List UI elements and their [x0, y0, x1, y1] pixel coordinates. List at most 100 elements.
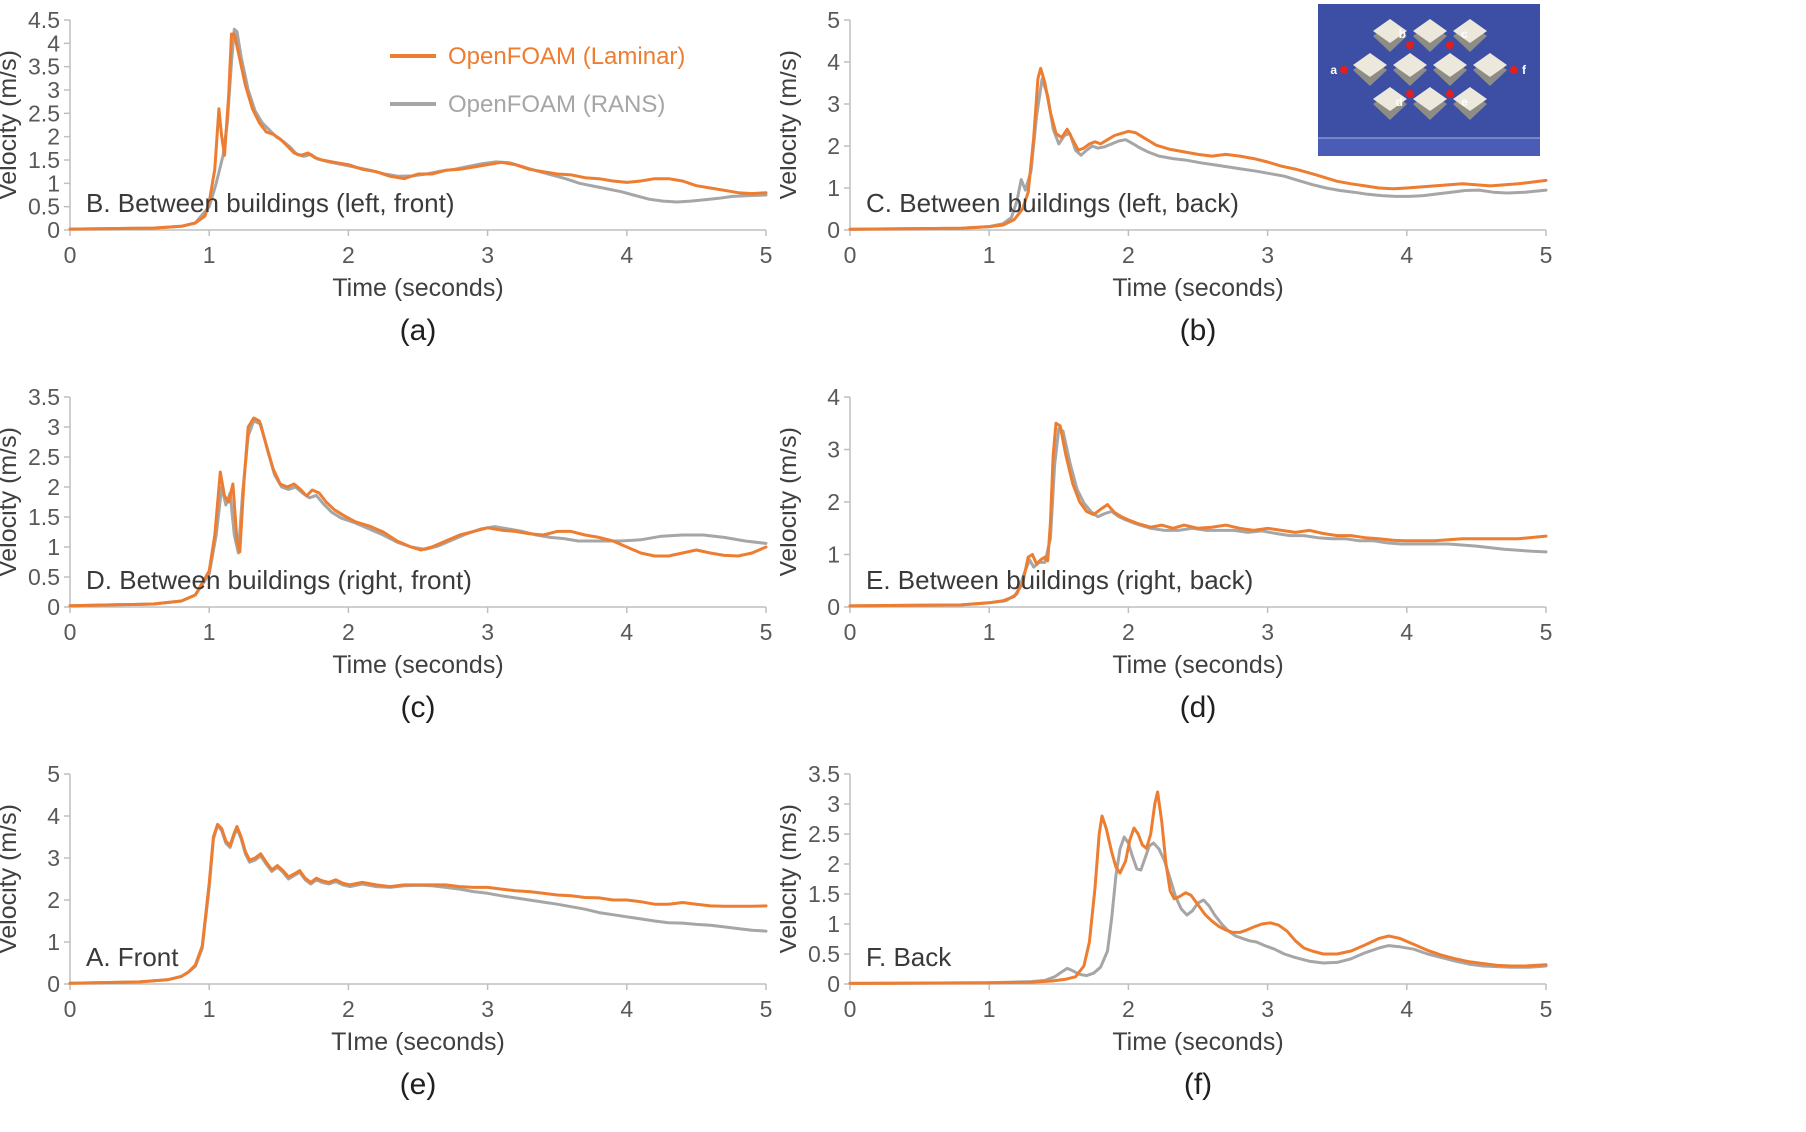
- x-tick-label: 1: [203, 996, 216, 1022]
- y-tick-label: 4: [47, 30, 60, 56]
- buildings-inset: a b c d e f: [1318, 4, 1540, 156]
- x-tick-label: 2: [342, 242, 355, 268]
- y-tick-label: 4: [827, 385, 840, 410]
- probe-dot-b: [1406, 41, 1414, 49]
- y-tick-label: 0: [47, 971, 60, 997]
- x-tick-label: 4: [1400, 242, 1413, 268]
- chart-d-host: 0 1 2 3 4 0 1 2 3 4 5 Time (seconds) Velocity (m/s) E…: [774, 384, 1556, 689]
- y-tick-label: 5: [827, 8, 840, 33]
- x-tick-label: 2: [342, 619, 355, 645]
- legend-label-rans: OpenFOAM (RANS): [448, 91, 665, 118]
- series-line-laminar: [68, 32, 768, 231]
- panel-c: 0 0.5 1 1.5 2 2.5 3 3.5 0 1 2 3 4 5 Time (seconds) Velo…: [0, 377, 780, 754]
- y-tick-label: 3.5: [28, 54, 60, 80]
- series-line-laminar: [68, 822, 768, 985]
- y-axis-title: Velocity (m/s): [0, 804, 22, 954]
- y-tick-label: 0.5: [808, 941, 840, 967]
- x-tick-label: 4: [1400, 996, 1413, 1022]
- chart-svg-e: 0 1 2 3 4 5 0 1 2 3 4 5 TIme (seconds) Velocity (m/s)…: [0, 761, 773, 1056]
- y-tick-label: 1.5: [28, 147, 60, 173]
- y-tick-label: 0: [47, 594, 60, 620]
- series-line-laminar: [68, 416, 768, 608]
- building-cubes: [1353, 19, 1507, 120]
- chart-b-host: 0 1 2 3 4 5 0 1 2 3 4 5 Time (seconds) Velocity (m/s)…: [774, 7, 1556, 312]
- y-tick-label: 2.5: [28, 100, 60, 126]
- y-tick-label: 1.5: [28, 504, 60, 530]
- chart-c-host: 0 0.5 1 1.5 2 2.5 3 3.5 0 1 2 3 4 5 Time (seconds) Velo…: [0, 384, 776, 689]
- x-tick-label: 5: [1540, 996, 1553, 1022]
- caption-b: (b): [1179, 314, 1217, 347]
- x-tick-label: 2: [342, 996, 355, 1022]
- y-tick-label: 2: [827, 489, 840, 515]
- x-axis-title: Time (seconds): [1112, 1028, 1283, 1056]
- y-tick-label: 2.5: [808, 821, 840, 847]
- x-tick-label: 4: [620, 242, 633, 268]
- y-tick-label: 1: [827, 542, 840, 568]
- x-axis-title: Time (seconds): [332, 651, 503, 679]
- x-tick-label: 3: [481, 242, 494, 268]
- x-tick-label: 1: [203, 242, 216, 268]
- x-tick-label: 1: [983, 619, 996, 645]
- y-tick-label: 2: [47, 124, 60, 150]
- panel-label-b: C. Between buildings (left, back): [866, 188, 1239, 218]
- x-tick-label: 1: [983, 242, 996, 268]
- x-tick-label: 3: [481, 619, 494, 645]
- probe-label-d: d: [1396, 95, 1403, 109]
- chart-svg-c: 0 0.5 1 1.5 2 2.5 3 3.5 0 1 2 3 4 5 Time (seconds) Velo…: [0, 384, 773, 679]
- y-tick-label: 3: [47, 77, 60, 103]
- panel-f: 0 0.5 1 1.5 2 2.5 3 3.5 0 1 2 3 4 5 Time (seconds) Velo…: [774, 754, 1556, 1131]
- x-tick-label: 1: [203, 619, 216, 645]
- probe-points: a b c d e f: [1330, 27, 1527, 109]
- probe-label-e: e: [1461, 95, 1468, 109]
- series-line-laminar: [848, 790, 1548, 985]
- y-tick-label: 3: [827, 791, 840, 817]
- caption-c: (c): [400, 691, 436, 724]
- chart-f-host: 0 0.5 1 1.5 2 2.5 3 3.5 0 1 2 3 4 5 Time (seconds) Velo…: [774, 761, 1556, 1066]
- x-tick-label: 0: [64, 619, 77, 645]
- legend-label-laminar: OpenFOAM (Laminar): [448, 43, 685, 70]
- caption-f: (f): [1183, 1068, 1213, 1101]
- series-line-laminar: [848, 66, 1548, 231]
- y-tick-label: 0.5: [28, 194, 60, 220]
- x-tick-label: 3: [1261, 996, 1274, 1022]
- caption-a: (a): [399, 314, 437, 347]
- y-tick-label: 2: [47, 474, 60, 500]
- y-tick-label: 2: [47, 887, 60, 913]
- y-tick-label: 0: [827, 217, 840, 243]
- panel-b: 0 1 2 3 4 5 0 1 2 3 4 5 Time (seconds) Velocity (m/s)…: [774, 0, 1556, 377]
- y-tick-label: 1: [47, 170, 60, 196]
- panel-label-e: A. Front: [86, 942, 179, 972]
- x-tick-label: 2: [1122, 242, 1135, 268]
- panel-label-d: E. Between buildings (right, back): [866, 565, 1253, 595]
- x-axis-title: TIme (seconds): [331, 1028, 505, 1056]
- x-tick-label: 5: [760, 242, 773, 268]
- x-tick-label: 4: [620, 619, 633, 645]
- y-tick-label: 4.5: [28, 8, 60, 33]
- x-tick-label: 0: [64, 996, 77, 1022]
- y-axis-title: Velocity (m/s): [780, 427, 802, 577]
- y-tick-label: 0: [47, 217, 60, 243]
- y-tick-label: 1: [827, 911, 840, 937]
- y-tick-label: 0.5: [28, 564, 60, 590]
- x-tick-label: 5: [1540, 619, 1553, 645]
- chart-e-host: 0 1 2 3 4 5 0 1 2 3 4 5 TIme (seconds) Velocity (m/s)…: [0, 761, 776, 1066]
- x-tick-label: 5: [1540, 242, 1553, 268]
- y-tick-label: 3: [827, 91, 840, 117]
- x-tick-label: 0: [844, 619, 857, 645]
- caption-e: (e): [399, 1068, 437, 1101]
- x-tick-label: 3: [1261, 242, 1274, 268]
- y-tick-label: 0: [827, 594, 840, 620]
- x-tick-label: 2: [1122, 996, 1135, 1022]
- chart-a-host: 0 0.5 1 1.5 2 2.5 3 3.5 4 4.5 0 1 2 3 4 5 Time (seconds)…: [0, 7, 776, 312]
- inset-ground: [1318, 138, 1540, 156]
- chart-svg-f: 0 0.5 1 1.5 2 2.5 3 3.5 0 1 2 3 4 5 Time (seconds) Velo…: [774, 761, 1553, 1056]
- x-tick-label: 2: [1122, 619, 1135, 645]
- x-tick-label: 5: [760, 996, 773, 1022]
- panel-a: 0 0.5 1 1.5 2 2.5 3 3.5 4 4.5 0 1 2 3 4 5 Time (seconds)…: [0, 0, 780, 377]
- x-tick-label: 5: [760, 619, 773, 645]
- x-tick-label: 3: [1261, 619, 1274, 645]
- probe-label-a: a: [1330, 63, 1337, 77]
